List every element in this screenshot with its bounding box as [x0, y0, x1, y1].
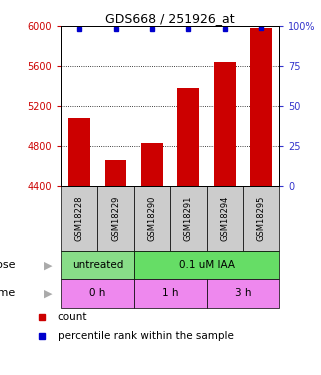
Text: GSM18295: GSM18295	[256, 196, 265, 241]
Text: count: count	[58, 312, 87, 322]
Bar	[61, 186, 97, 251]
Bar	[134, 186, 170, 251]
Text: GSM18291: GSM18291	[184, 196, 193, 241]
Title: GDS668 / 251926_at: GDS668 / 251926_at	[105, 12, 235, 25]
Bar	[105, 160, 126, 186]
Text: dose: dose	[0, 260, 16, 270]
Bar	[61, 279, 134, 308]
Text: percentile rank within the sample: percentile rank within the sample	[58, 331, 234, 340]
Text: GSM18290: GSM18290	[147, 196, 156, 241]
Text: 3 h: 3 h	[235, 288, 251, 298]
Bar	[61, 251, 134, 279]
Text: GSM18228: GSM18228	[75, 196, 84, 241]
Bar	[206, 279, 279, 308]
Bar	[97, 186, 134, 251]
Text: ▶: ▶	[44, 288, 52, 298]
Text: GSM18294: GSM18294	[220, 196, 229, 241]
Text: GSM18229: GSM18229	[111, 196, 120, 241]
Bar	[178, 88, 199, 186]
Text: ▶: ▶	[44, 260, 52, 270]
Bar	[250, 28, 272, 186]
Bar	[206, 186, 243, 251]
Bar	[170, 186, 206, 251]
Bar	[141, 143, 163, 186]
Bar	[134, 279, 206, 308]
Bar	[134, 251, 279, 279]
Text: 0 h: 0 h	[89, 288, 106, 298]
Bar	[214, 62, 236, 186]
Text: untreated: untreated	[72, 260, 123, 270]
Text: 0.1 uM IAA: 0.1 uM IAA	[178, 260, 235, 270]
Text: 1 h: 1 h	[162, 288, 178, 298]
Bar	[68, 118, 90, 186]
Text: time: time	[0, 288, 16, 298]
Bar	[243, 186, 279, 251]
